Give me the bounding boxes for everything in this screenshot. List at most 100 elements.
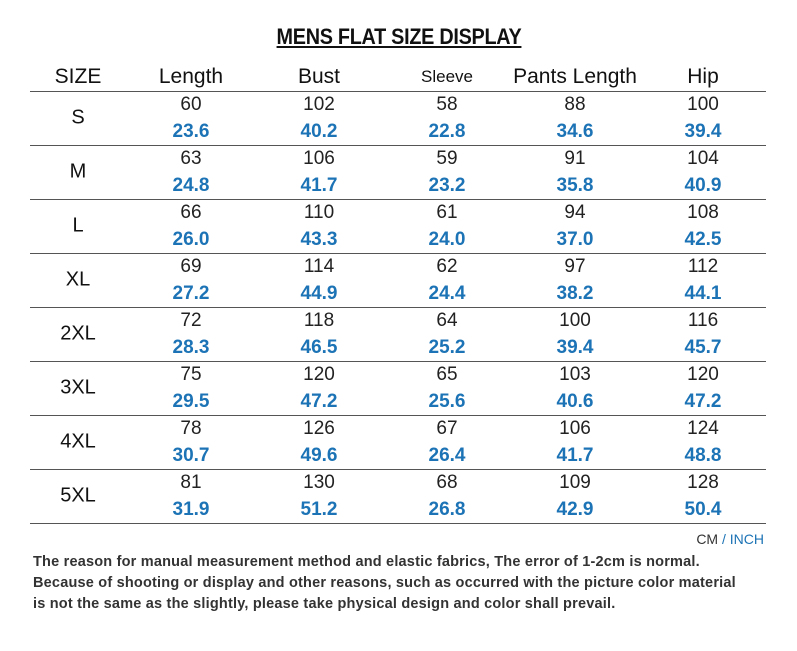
cm-value: 102: [303, 94, 335, 115]
cm-value: 128: [687, 472, 719, 493]
cm-value: 112: [687, 256, 719, 277]
cm-value: 108: [687, 202, 719, 223]
column-header: Length: [158, 65, 224, 88]
row-divider: [30, 361, 766, 362]
cm-value: 88: [564, 94, 586, 115]
cm-value: 114: [303, 256, 335, 277]
cm-value: 72: [180, 310, 202, 331]
cm-value: 62: [436, 256, 458, 277]
inch-value: 30.7: [172, 445, 210, 466]
cm-value: 106: [303, 148, 335, 169]
cm-value: 109: [559, 472, 591, 493]
size-label: XL: [65, 268, 91, 291]
row-divider: [30, 307, 766, 308]
inch-value: 39.4: [556, 337, 594, 358]
row-divider: [30, 253, 766, 254]
note-line: is not the same as the slightly, please …: [33, 596, 616, 612]
cm-value: 110: [303, 202, 335, 223]
units: CM / INCH: [696, 531, 764, 547]
cm-value: 100: [687, 94, 719, 115]
inch-value: 35.8: [556, 175, 594, 196]
note-line: The reason for manual measurement method…: [33, 554, 700, 570]
inch-value: 44.1: [684, 283, 722, 304]
cm-value: 58: [436, 94, 458, 115]
cm-value: 103: [559, 364, 591, 385]
cm-value: 94: [564, 202, 586, 223]
inch-value: 31.9: [172, 499, 210, 520]
cm-value: 120: [687, 364, 719, 385]
inch-value: 23.2: [428, 175, 466, 196]
inch-value: 39.4: [684, 121, 722, 142]
title: MENS FLAT SIZE DISPLAY: [276, 24, 522, 49]
inch-value: 40.2: [300, 121, 338, 142]
inch-value: 43.3: [300, 229, 338, 250]
cm-value: 126: [303, 418, 335, 439]
inch-value: 40.9: [684, 175, 722, 196]
inch-value: 46.5: [300, 337, 338, 358]
cm-value: 65: [436, 364, 458, 385]
inch-value: 26.4: [428, 445, 466, 466]
row-divider: [30, 523, 766, 524]
inch-value: 22.8: [428, 121, 466, 142]
size-label: L: [72, 214, 84, 237]
size-label: S: [71, 106, 85, 129]
column-header: Pants Length: [513, 65, 637, 88]
cm-value: 78: [180, 418, 202, 439]
column-header: Hip: [687, 65, 719, 88]
inch-value: 37.0: [556, 229, 594, 250]
inch-value: 23.6: [172, 121, 210, 142]
inch-value: 51.2: [300, 499, 338, 520]
cm-value: 120: [303, 364, 335, 385]
inch-value: 38.2: [556, 283, 594, 304]
inch-value: 28.3: [172, 337, 210, 358]
cm-value: 124: [687, 418, 719, 439]
inch-value: 41.7: [556, 445, 594, 466]
row-divider: [30, 91, 766, 92]
size-label: 4XL: [60, 430, 96, 453]
inch-value: 34.6: [556, 121, 594, 142]
inch-value: 26.8: [428, 499, 466, 520]
cm-value: 100: [559, 310, 591, 331]
inch-value: 40.6: [556, 391, 594, 412]
inch-value: 47.2: [684, 391, 722, 412]
cm-value: 69: [180, 256, 202, 277]
cm-value: 68: [436, 472, 458, 493]
cm-value: 59: [436, 148, 458, 169]
cm-value: 116: [687, 310, 719, 331]
inch-value: 25.6: [428, 391, 466, 412]
inch-value: 24.8: [172, 175, 210, 196]
inch-value: 45.7: [684, 337, 722, 358]
size-label: 5XL: [60, 484, 96, 507]
cm-value: 75: [180, 364, 202, 385]
cm-value: 130: [303, 472, 335, 493]
size-label: M: [69, 160, 87, 183]
inch-value: 42.9: [556, 499, 594, 520]
row-divider: [30, 145, 766, 146]
cm-value: 61: [436, 202, 458, 223]
cm-value: 97: [564, 256, 586, 277]
inch-value: 50.4: [684, 499, 722, 520]
row-divider: [30, 415, 766, 416]
cm-value: 104: [687, 148, 719, 169]
cm-value: 67: [436, 418, 458, 439]
inch-value: 24.4: [428, 283, 466, 304]
row-divider: [30, 199, 766, 200]
inch-value: 26.0: [172, 229, 210, 250]
size-label: 3XL: [60, 376, 96, 399]
cm-value: 91: [564, 148, 586, 169]
cm-value: 118: [303, 310, 335, 331]
row-divider: [30, 469, 766, 470]
inch-value: 49.6: [300, 445, 338, 466]
inch-value: 42.5: [684, 229, 722, 250]
column-header: SIZE: [54, 65, 102, 88]
inch-value: 29.5: [172, 391, 210, 412]
cm-value: 66: [180, 202, 202, 223]
column-header: Bust: [297, 65, 341, 88]
cm-value: 64: [436, 310, 458, 331]
cm-value: 60: [180, 94, 202, 115]
inch-value: 27.2: [172, 283, 210, 304]
column-header: Sleeve: [421, 67, 473, 86]
inch-value: 47.2: [300, 391, 338, 412]
unit-separator: /: [721, 531, 726, 547]
